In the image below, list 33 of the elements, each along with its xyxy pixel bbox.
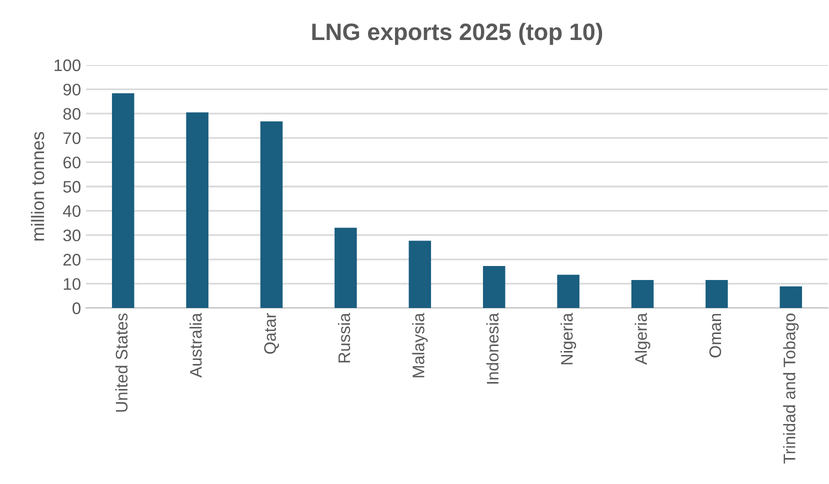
bar xyxy=(631,280,654,308)
y-tick-label: 80 xyxy=(63,108,80,120)
x-tick-label: Indonesia xyxy=(486,312,499,384)
bar xyxy=(186,112,208,308)
y-tick-label: 50 xyxy=(63,180,80,193)
bar xyxy=(260,121,283,308)
y-tick-label: 30 xyxy=(63,230,80,242)
x-tick-label: Qatar xyxy=(264,313,279,354)
y-tick-label: 20 xyxy=(63,254,80,266)
bar xyxy=(334,228,357,308)
y-tick-label: 70 xyxy=(63,132,80,144)
x-tick-label: Oman xyxy=(709,314,722,358)
chart-title: LNG exports 2025 (top 10) xyxy=(312,22,602,45)
x-tick-label: Australia xyxy=(190,312,202,378)
y-tick-label: 100 xyxy=(54,59,80,72)
x-tick-label: United States xyxy=(115,313,128,412)
bar xyxy=(557,274,580,308)
y-axis-title: million tonnes xyxy=(30,132,44,240)
bar xyxy=(482,266,506,308)
bar xyxy=(112,93,134,308)
x-tick-label: Algeria xyxy=(634,312,650,365)
x-tick-label: Nigeria xyxy=(560,312,576,364)
x-tick-label: Russia xyxy=(338,312,350,362)
bar xyxy=(408,240,432,308)
y-tick-label: 0 xyxy=(72,302,80,314)
y-tick-label: 40 xyxy=(62,205,80,218)
y-tick-label: 90 xyxy=(63,84,80,96)
y-tick-label: 10 xyxy=(64,278,80,290)
bar xyxy=(780,286,802,308)
x-tick-label: Malaysia xyxy=(412,312,428,378)
bar xyxy=(706,280,728,308)
y-tick-label: 60 xyxy=(63,156,80,168)
x-tick-label: Trinidad and Tobago xyxy=(783,314,799,464)
